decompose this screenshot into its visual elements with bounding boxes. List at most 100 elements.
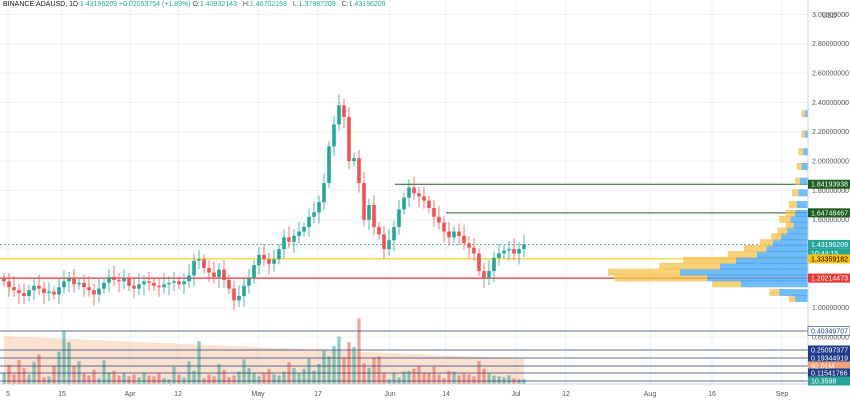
profile-bar-yellow: [785, 221, 794, 229]
volume-bar: [507, 375, 511, 384]
candle-body: [512, 249, 516, 254]
candle-body: [317, 202, 321, 213]
profile-bar-blue: [740, 280, 808, 288]
candle-body: [282, 237, 286, 250]
profile-bar-blue: [795, 294, 808, 302]
volume-bar: [207, 374, 211, 384]
volume-level-label-bg: [808, 376, 850, 386]
volume-bar: [277, 375, 281, 384]
candle-body: [447, 231, 451, 238]
volume-bar: [422, 372, 426, 384]
close-key: C:: [341, 1, 349, 8]
level-label: 1.64748467: [811, 210, 848, 217]
candle-body: [297, 231, 301, 236]
profile-bar-yellow: [785, 209, 796, 217]
x-tick-label: 5: [6, 391, 10, 398]
profile-bar-blue: [790, 215, 808, 223]
volume-bar: [142, 372, 146, 384]
profile-bar-yellow: [777, 227, 788, 235]
volume-bar: [7, 365, 11, 384]
volume-bar: [147, 375, 151, 384]
y-tick-label: 1.00000000: [812, 305, 849, 312]
volume-level-label-bg: [808, 361, 850, 371]
candle-body: [507, 249, 511, 251]
volume-bar: [217, 364, 221, 384]
candle-body: [442, 222, 446, 232]
level-label-bg: [808, 248, 850, 258]
candle-body: [492, 257, 496, 272]
level-label: 1.84193938: [811, 182, 848, 189]
candle-body: [357, 158, 361, 184]
x-tick-label: 16: [708, 391, 716, 398]
volume-bar: [482, 368, 486, 384]
volume-bar: [437, 374, 441, 384]
high-value: 1.40702193: [249, 1, 287, 8]
candle-body: [177, 281, 181, 285]
volume-bar: [317, 364, 321, 384]
candle-body: [287, 237, 291, 242]
volume-bar: [37, 354, 41, 384]
volume-bar: [352, 346, 356, 384]
volume-level-label: 0.40349707: [811, 329, 848, 336]
x-tick-label: Aug: [644, 391, 657, 398]
candle-body: [397, 209, 401, 228]
symbol-label[interactable]: BINANCE:ADAUSD, 1D: [3, 1, 79, 8]
profile-bar-blue: [766, 245, 808, 253]
open-key: O:: [192, 1, 200, 8]
candle-body: [407, 187, 411, 198]
profile-bar-yellow: [744, 245, 767, 253]
candle-body: [72, 278, 76, 285]
x-tick-label: Jun: [384, 391, 395, 398]
volume-bar: [62, 330, 66, 384]
candle-body: [32, 285, 36, 291]
volume-bar: [87, 375, 91, 384]
candle-body: [152, 282, 156, 286]
candle-body: [417, 193, 421, 197]
profile-bar-yellow: [798, 148, 804, 156]
chart-header: BINANCE:ADAUSD, 1D 1.43196209 +0.0205375…: [3, 1, 390, 8]
volume-bar: [242, 359, 246, 384]
candle-body: [452, 231, 456, 238]
volume-bar: [457, 375, 461, 384]
volume-bar: [462, 373, 466, 384]
volume-bar: [267, 368, 271, 384]
candle-body: [62, 281, 66, 288]
candle-body: [172, 281, 176, 283]
candle-body: [127, 278, 131, 286]
profile-bar-yellow: [779, 215, 791, 223]
level-label: 1.20214473: [811, 276, 848, 283]
candle-body: [332, 124, 336, 147]
level-label: 1.43196209: [811, 242, 848, 249]
candle-body: [207, 268, 211, 273]
candle-body: [202, 259, 206, 269]
candle-body: [37, 285, 41, 289]
volume-bar: [517, 379, 521, 384]
profile-bar-blue: [756, 250, 808, 258]
volume-bar: [272, 374, 276, 384]
candle-body: [412, 187, 416, 194]
x-tick-label: May: [251, 391, 265, 398]
volume-bar: [392, 372, 396, 384]
candle-body: [212, 272, 216, 277]
candle-body: [17, 290, 21, 294]
volume-bar: [447, 370, 451, 384]
y-tick-label: 2.20000000: [812, 129, 849, 136]
volume-bar: [302, 368, 306, 384]
candle-body: [67, 278, 71, 282]
candle-body: [322, 183, 326, 203]
candle-body: [362, 183, 366, 220]
profile-bar-yellow: [795, 177, 800, 185]
low-value: 1.37987209: [298, 1, 336, 8]
candle-body: [382, 234, 386, 250]
candle-body: [422, 196, 426, 201]
volume-bar: [92, 369, 96, 384]
volume-bar: [412, 368, 416, 384]
candle-body: [187, 275, 191, 282]
y-tick-label: 1.60000000: [812, 217, 849, 224]
volume-bar: [177, 374, 181, 384]
profile-bar-blue: [707, 274, 808, 282]
volume-bar: [157, 372, 161, 384]
volume-bar: [387, 379, 391, 384]
profile-bar-blue: [787, 227, 808, 235]
